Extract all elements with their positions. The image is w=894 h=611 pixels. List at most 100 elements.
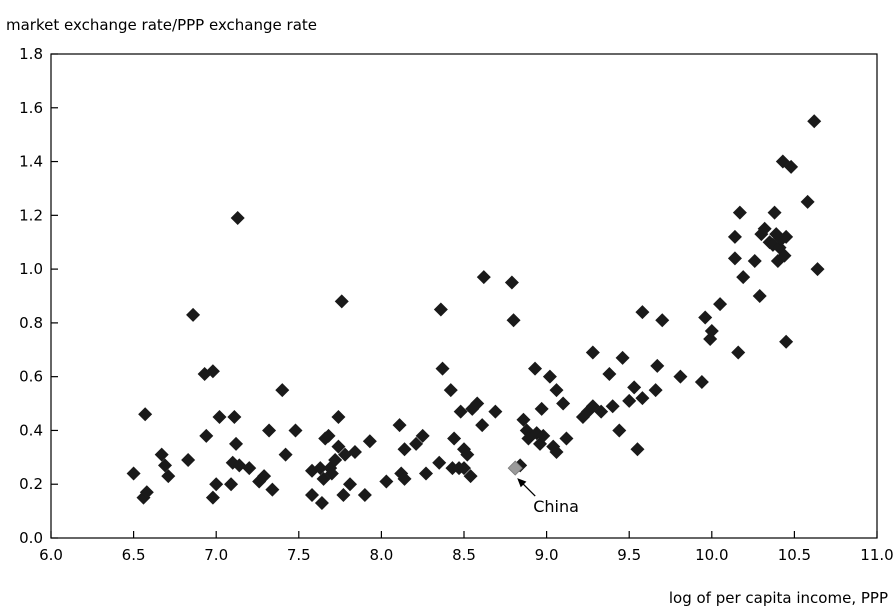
data-point — [549, 444, 564, 459]
data-point — [313, 461, 328, 476]
data-point — [419, 466, 434, 481]
data-point — [242, 461, 257, 476]
data-point — [727, 251, 742, 266]
data-point — [232, 458, 247, 473]
data-point — [475, 418, 490, 433]
data-point — [343, 477, 358, 492]
data-point — [612, 423, 627, 438]
data-point — [205, 490, 220, 505]
data-point — [157, 458, 172, 473]
data-point — [694, 375, 709, 390]
data-point — [275, 383, 290, 398]
data-point — [536, 428, 551, 443]
data-point — [257, 469, 272, 484]
data-point — [288, 423, 303, 438]
data-point — [655, 313, 670, 328]
data-point — [732, 205, 747, 220]
data-point — [415, 428, 430, 443]
data-point — [392, 418, 407, 433]
y-tick-label: 1.4 — [19, 153, 43, 171]
data-point — [556, 396, 571, 411]
y-tick-label: 1.0 — [19, 260, 43, 278]
china-label: China — [533, 497, 579, 516]
data-point — [800, 194, 815, 209]
x-tick-label: 6.5 — [122, 546, 146, 564]
china-arrow-head — [517, 478, 527, 488]
data-point — [549, 383, 564, 398]
data-point — [314, 496, 329, 511]
data-point — [338, 447, 353, 462]
data-point — [138, 407, 153, 422]
data-point — [205, 364, 220, 379]
data-point — [321, 428, 336, 443]
data-point — [752, 289, 767, 303]
data-point — [622, 393, 637, 408]
x-tick-label: 6.0 — [39, 546, 63, 564]
x-tick-label: 10.0 — [695, 546, 728, 564]
data-point — [357, 487, 372, 502]
data-point — [630, 442, 645, 457]
y-axis-title: market exchange rate/PPP exchange rate — [6, 16, 317, 34]
data-point — [262, 423, 277, 438]
data-point — [224, 477, 239, 492]
data-point — [727, 229, 742, 244]
data-point — [334, 294, 349, 309]
data-point — [627, 380, 642, 395]
data-point — [779, 229, 794, 244]
x-tick-label: 8.5 — [452, 546, 476, 564]
data-point — [186, 307, 201, 322]
y-tick-label: 1.2 — [19, 206, 43, 224]
data-point — [397, 471, 412, 486]
data-point — [209, 477, 224, 492]
data-point — [347, 444, 362, 459]
data-point — [635, 391, 650, 406]
data-point — [181, 453, 196, 468]
x-tick-label: 11.0 — [860, 546, 893, 564]
data-point — [328, 453, 343, 468]
data-point — [559, 431, 574, 446]
data-point — [810, 262, 825, 277]
data-point — [432, 455, 447, 470]
y-tick-label: 0.6 — [19, 368, 43, 386]
data-point — [594, 404, 609, 419]
y-tick-label: 0.4 — [19, 421, 43, 439]
x-tick-label: 7.0 — [204, 546, 228, 564]
data-point — [453, 404, 468, 419]
data-point — [650, 358, 665, 373]
x-tick-label: 7.5 — [287, 546, 311, 564]
china-data-point — [507, 460, 523, 476]
data-point — [476, 270, 491, 285]
data-point — [463, 469, 478, 484]
data-point — [528, 361, 543, 376]
data-point — [435, 361, 450, 376]
data-point — [648, 383, 663, 398]
data-point — [534, 401, 549, 416]
data-point — [779, 334, 794, 349]
data-point — [460, 447, 475, 462]
data-point — [227, 410, 242, 424]
china-annotation: China — [517, 478, 579, 516]
data-point — [516, 412, 531, 427]
data-point — [736, 270, 751, 285]
x-axis-ticks: 6.0 6.5 7.0 7.5 8.0 8.5 9.0 9.5 10.0 10.5 11.0 — [39, 531, 894, 564]
data-point — [409, 436, 424, 451]
data-point — [731, 345, 746, 360]
data-point — [278, 447, 293, 462]
data-point — [139, 485, 154, 500]
data-point — [443, 383, 458, 398]
x-tick-label: 9.5 — [617, 546, 641, 564]
data-point — [770, 254, 785, 269]
data-point — [767, 205, 782, 220]
x-axis-title: log of per capita income, PPP — [669, 589, 888, 607]
data-point — [212, 410, 227, 424]
data-point — [336, 487, 351, 502]
data-point — [605, 399, 620, 414]
data-point — [379, 474, 394, 489]
data-point — [713, 297, 728, 312]
data-point — [470, 396, 485, 411]
data-point — [635, 305, 650, 320]
data-points — [126, 114, 825, 511]
y-tick-label: 0.0 — [19, 529, 43, 547]
x-tick-label: 10.5 — [778, 546, 811, 564]
